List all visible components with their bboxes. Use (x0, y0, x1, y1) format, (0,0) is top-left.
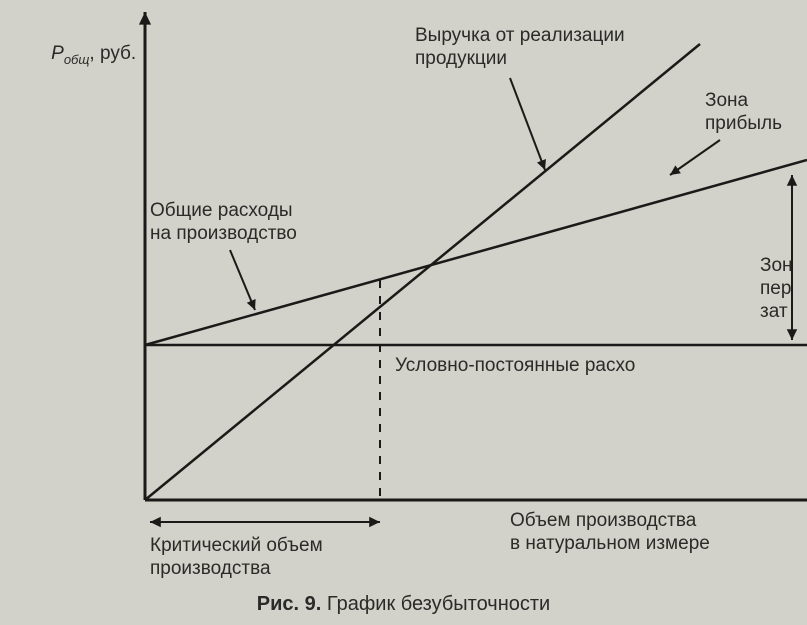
y-axis-label: Робщ, руб. (30, 20, 136, 90)
revenue-label: Выручка от реализации продукции (415, 25, 625, 71)
variable-zone-label: Зон пер зат (760, 255, 793, 323)
x-axis-label: Объем производства в натуральном измере (510, 510, 710, 556)
profit-zone-label: Зона прибыль (705, 90, 782, 136)
breakeven-chart: Робщ, руб. Выручка от реализации продукц… (0, 0, 807, 625)
figure-caption: Рис. 9. График безубыточности (0, 593, 807, 616)
total-cost-label: Общие расходы на производство (150, 200, 297, 246)
fixed-cost-label: Условно-постоянные расхо (395, 355, 635, 378)
critical-volume-label: Критический объем производства (150, 535, 323, 581)
